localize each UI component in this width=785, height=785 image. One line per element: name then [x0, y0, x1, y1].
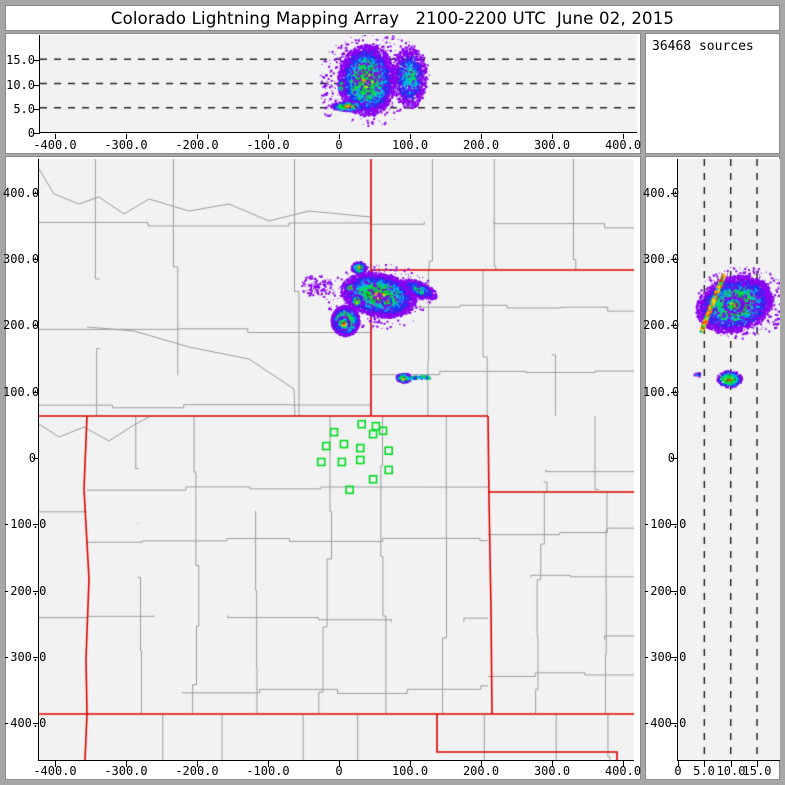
- tick-label: -400.0: [3, 716, 47, 730]
- tick-mark: [55, 134, 56, 139]
- title-bar: Colorado Lightning Mapping Array 2100-22…: [5, 5, 780, 31]
- tick-label: -300.0: [3, 650, 47, 664]
- tick-label: 200.0: [462, 764, 500, 778]
- tick-mark: [481, 134, 482, 139]
- tick-mark: [410, 134, 411, 139]
- tick-mark: [623, 134, 624, 139]
- tick-mark: [268, 134, 269, 139]
- tick-mark: [33, 392, 39, 393]
- tick-label: 200.0: [643, 318, 680, 332]
- tick-label: -200.0: [175, 764, 219, 778]
- tick-mark: [671, 723, 677, 724]
- tick-mark: [197, 134, 198, 139]
- tick-mark: [33, 591, 39, 592]
- tick-label: 300.0: [643, 252, 680, 266]
- tick-mark: [671, 193, 677, 194]
- tick-label: -100.0: [643, 517, 687, 531]
- tick-label: 400.0: [604, 764, 642, 778]
- tick-label: 0: [674, 764, 682, 778]
- tick-label: -100.0: [246, 764, 290, 778]
- tick-mark: [671, 591, 677, 592]
- tick-label: -400.0: [33, 138, 77, 152]
- tick-label: 0: [28, 451, 36, 465]
- tick-label: -100.0: [246, 138, 290, 152]
- tick-mark: [671, 524, 677, 525]
- tick-label: 100.0: [3, 385, 40, 399]
- tick-mark: [197, 761, 198, 767]
- tick-label: -400.0: [33, 764, 77, 778]
- tick-label: 10.0: [716, 764, 746, 778]
- tick-mark: [33, 259, 39, 260]
- tick-label: 400.0: [3, 186, 40, 200]
- tick-mark: [671, 392, 677, 393]
- tick-label: -200.0: [175, 138, 219, 152]
- tick-mark: [126, 134, 127, 139]
- tick-label: 300.0: [533, 138, 571, 152]
- tick-label: 15.0: [742, 764, 772, 778]
- plan-view-canvas[interactable]: [39, 159, 634, 760]
- tick-mark: [410, 761, 411, 767]
- tick-label: -400.0: [643, 716, 687, 730]
- tick-mark: [33, 657, 39, 658]
- plan-view-plot: [38, 159, 634, 761]
- tick-label: 200.0: [462, 138, 500, 152]
- tick-mark: [481, 761, 482, 767]
- tick-mark: [33, 325, 39, 326]
- tick-mark: [623, 761, 624, 767]
- altitude-ns-canvas[interactable]: [678, 159, 780, 760]
- tick-mark: [33, 723, 39, 724]
- tick-mark: [33, 193, 39, 194]
- page-title: Colorado Lightning Mapping Array 2100-22…: [110, 8, 675, 28]
- tick-label: 15.0: [6, 53, 35, 68]
- tick-label: 0: [667, 451, 675, 465]
- tick-label: 0: [27, 126, 35, 140]
- tick-mark: [126, 761, 127, 767]
- tick-mark: [671, 657, 677, 658]
- tick-label: 400.0: [643, 186, 680, 200]
- tick-mark: [339, 134, 340, 139]
- tick-label: -300.0: [104, 764, 148, 778]
- tick-mark: [671, 259, 677, 260]
- tick-mark: [33, 524, 39, 525]
- tick-label: 5.0: [693, 764, 715, 778]
- tick-label: 0: [335, 764, 343, 778]
- tick-mark: [552, 761, 553, 767]
- tick-mark: [731, 761, 732, 767]
- altitude-ew-canvas[interactable]: [40, 35, 637, 132]
- tick-mark: [671, 325, 677, 326]
- tick-label: 5.0: [13, 101, 35, 116]
- tick-mark: [678, 761, 679, 767]
- tick-label: 300.0: [3, 252, 40, 266]
- tick-label: 300.0: [533, 764, 571, 778]
- sources-count-box: 36468 sources: [645, 33, 780, 154]
- tick-label: 200.0: [3, 318, 40, 332]
- altitude-ns-plot: [677, 159, 780, 761]
- tick-mark: [757, 761, 758, 767]
- tick-mark: [339, 761, 340, 767]
- tick-mark: [33, 458, 39, 459]
- sources-count-label: 36468 sources: [652, 39, 754, 54]
- tick-label: -100.0: [3, 517, 47, 531]
- tick-mark: [268, 761, 269, 767]
- tick-mark: [34, 133, 40, 134]
- tick-label: -300.0: [643, 650, 687, 664]
- tick-label: -200.0: [3, 584, 47, 598]
- tick-mark: [55, 761, 56, 767]
- tick-mark: [552, 134, 553, 139]
- tick-label: 0: [335, 138, 343, 152]
- tick-label: 100.0: [391, 138, 429, 152]
- tick-mark: [704, 761, 705, 767]
- tick-label: 10.0: [6, 77, 35, 92]
- tick-mark: [671, 458, 677, 459]
- tick-label: 100.0: [643, 385, 680, 399]
- tick-label: 100.0: [391, 764, 429, 778]
- tick-mark: [34, 85, 40, 86]
- tick-label: 400.0: [604, 138, 642, 152]
- tick-mark: [34, 60, 40, 61]
- tick-label: -300.0: [104, 138, 148, 152]
- altitude-ew-plot: [39, 35, 637, 133]
- tick-mark: [34, 109, 40, 110]
- tick-label: -200.0: [643, 584, 687, 598]
